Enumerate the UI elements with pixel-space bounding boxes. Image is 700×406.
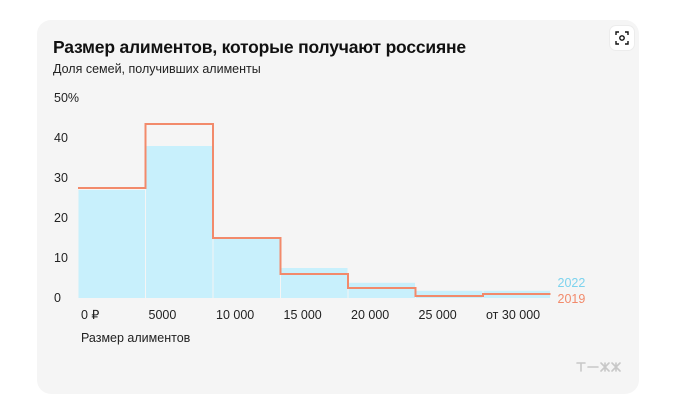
x-tick-label: 15 000 [284,308,322,322]
x-tick-label: 25 000 [419,308,457,322]
line-layer [78,123,551,297]
y-tick-label: 10 [54,251,68,265]
bar-2022 [416,290,483,298]
line-2019 [78,123,551,297]
expand-button[interactable] [610,26,634,50]
y-tick-label: 50% [54,91,79,105]
bars-layer [78,146,550,298]
expand-icon [615,31,629,45]
chart-subtitle: Доля семей, получивших алименты [53,62,261,76]
x-tick-label: 10 000 [216,308,254,322]
legend-2019: 2019 [558,292,586,306]
y-axis: 0 10 20 30 40 50% [54,91,79,305]
chart-svg: 0 10 20 30 40 50% 0 ₽ 5000 10 000 15 000 20 000 25… [54,91,586,322]
x-axis: 0 ₽ 5000 10 000 15 000 20 000 25 000 от 30 000 [81,308,540,322]
bar-2022 [78,190,145,298]
x-tick-label: 5000 [149,308,177,322]
x-tick-label: 0 ₽ [81,308,99,322]
bar-2022 [348,282,415,298]
y-tick-label: 20 [54,211,68,225]
chart-title: Размер алиментов, которые получают росси… [53,37,466,57]
chart-card: Размер алиментов, которые получают росси… [37,20,639,394]
x-axis-label: Размер алиментов [81,331,191,345]
legend: 2022 2019 [558,276,586,306]
legend-2022: 2022 [558,276,586,290]
bar-2022 [213,238,280,298]
y-tick-label: 30 [54,171,68,185]
bar-2022 [281,268,348,298]
y-tick-label: 0 [54,291,61,305]
x-tick-label: от 30 000 [486,308,540,322]
y-tick-label: 40 [54,131,68,145]
tzh-logo-icon [576,362,621,372]
x-tick-label: 20 000 [351,308,389,322]
bar-2022 [146,146,213,298]
